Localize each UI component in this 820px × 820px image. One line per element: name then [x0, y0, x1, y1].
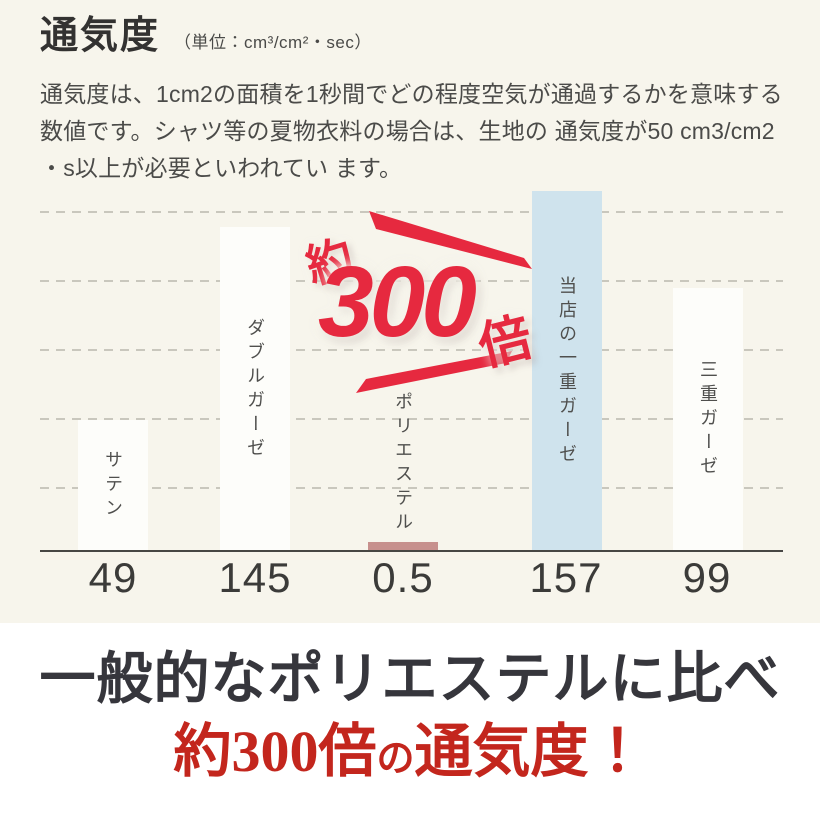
- description-line: 数値です。シャツ等の夏物衣料の場合は、生地の 通気度が50 cm3/cm2: [40, 118, 775, 144]
- bar-value-double-gauze: 145: [218, 554, 292, 601]
- x-axis-line: [40, 550, 783, 552]
- bar-value-triple-gauze: 99: [682, 554, 732, 601]
- bar-triple-gauze: [673, 288, 743, 552]
- bar-group-triple-gauze: 三重ガーゼ: [673, 288, 743, 552]
- annotation-times: 倍: [473, 308, 538, 378]
- bar-polyester: [368, 542, 438, 552]
- bar-value-satin: 49: [88, 554, 138, 601]
- gridline: [40, 487, 783, 489]
- banner-300x-tail: 通気度！: [414, 719, 647, 784]
- header: 通気度 （単位：cm³/cm²・sec）: [40, 15, 372, 58]
- bar-group-satin: サテン: [78, 420, 148, 552]
- bar-group-double-gauze: ダブルガーゼ: [220, 227, 290, 552]
- annotation-300: 300: [318, 246, 477, 358]
- bar-satin: [78, 420, 148, 552]
- bottom-banner: 一般的なポリエステルに比べ 約300倍の通気度！: [0, 623, 820, 820]
- gridline: [40, 418, 783, 420]
- description-line: 通気度は、1cm2の面積を1秒間でどの程度空気が通過するかを意味する: [40, 81, 783, 107]
- description-paragraph: 通気度は、1cm2の面積を1秒間でどの程度空気が通過するかを意味する 数値です。…: [40, 76, 790, 187]
- banner-line-compare: 一般的なポリエステルに比べ: [39, 649, 781, 711]
- chart-section: サテン ダブルガーゼ ポリエステル 当店の一重ガーゼ 三重ガーゼ 49 145 …: [0, 0, 820, 623]
- bar-value-our-single-gauze: 157: [529, 554, 603, 601]
- banner-particle-no: の: [376, 738, 415, 780]
- description-line: ・s以上が必要といわれてい ます。: [40, 155, 403, 181]
- bar-label-satin: サテン: [103, 450, 123, 522]
- unit-label: （単位：cm³/cm²・sec）: [174, 32, 372, 52]
- banner-300x-head: 約300倍: [173, 719, 377, 784]
- page-title: 通気度: [40, 15, 161, 57]
- bar-label-polyester: ポリエステル: [393, 392, 413, 536]
- bar-label-double-gauze: ダブルガーゼ: [245, 317, 265, 462]
- bar-group-our-single-gauze: 当店の一重ガーゼ: [532, 191, 602, 552]
- bar-double-gauze: [220, 227, 290, 552]
- gridline: [40, 280, 783, 282]
- bar-our-single-gauze: [532, 191, 602, 552]
- bar-group-polyester: ポリエステル: [368, 392, 438, 552]
- gridline: [40, 349, 783, 351]
- banner-line-300x: 約300倍の通気度！: [0, 717, 820, 787]
- bar-value-polyester: 0.5: [372, 554, 434, 601]
- gridline: [40, 211, 783, 213]
- bar-label-triple-gauze: 三重ガーゼ: [698, 360, 718, 480]
- bar-label-our-single-gauze: 当店の一重ガーゼ: [557, 275, 577, 468]
